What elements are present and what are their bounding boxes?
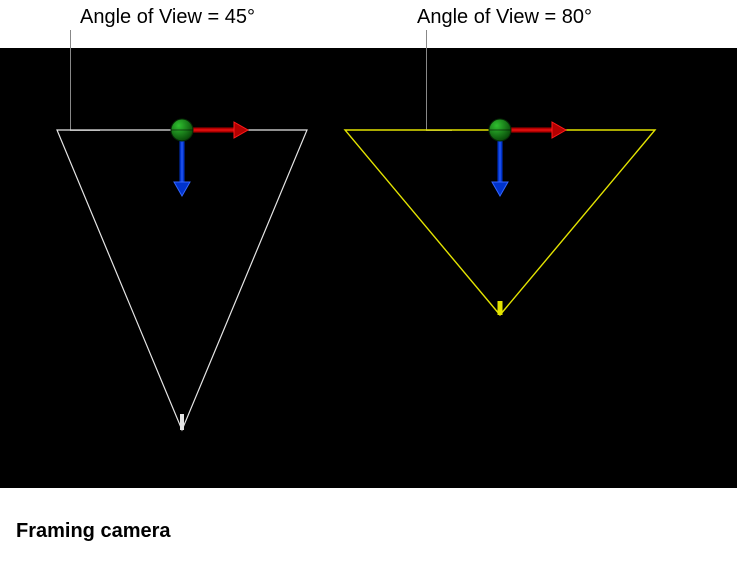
y-axis-arrowhead-icon — [174, 182, 190, 196]
x-axis-arrowhead-icon — [234, 122, 248, 138]
right-camera-label: Angle of View = 80° — [417, 6, 592, 29]
left-camera-gizmo[interactable] — [152, 100, 292, 240]
camera-handle[interactable] — [498, 301, 503, 315]
y-axis-arrowhead-icon — [492, 182, 508, 196]
right-camera-gizmo[interactable] — [470, 100, 610, 240]
left-camera-label: Angle of View = 45° — [80, 6, 255, 29]
camera-handle[interactable] — [180, 414, 184, 430]
label-row: Angle of View = 45° Angle of View = 80° — [0, 0, 737, 48]
x-axis-arrowhead-icon — [552, 122, 566, 138]
figure-caption: Framing camera — [16, 520, 171, 543]
